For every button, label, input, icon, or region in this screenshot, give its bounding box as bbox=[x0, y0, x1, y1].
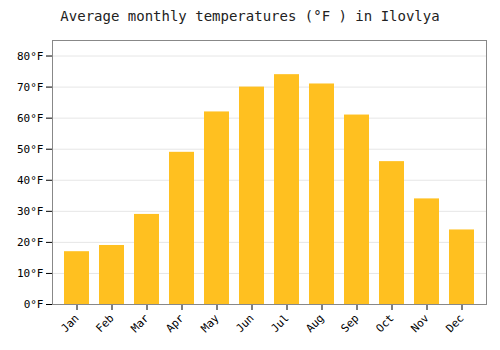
svg-text:Oct: Oct bbox=[373, 312, 396, 335]
svg-text:20°F: 20°F bbox=[17, 236, 44, 249]
svg-text:40°F: 40°F bbox=[17, 174, 44, 187]
svg-text:0°F: 0°F bbox=[24, 298, 44, 311]
svg-text:70°F: 70°F bbox=[17, 81, 44, 94]
svg-text:10°F: 10°F bbox=[17, 267, 44, 280]
svg-text:Jun: Jun bbox=[233, 312, 256, 335]
svg-text:May: May bbox=[198, 311, 222, 335]
svg-text:Jan: Jan bbox=[58, 312, 81, 335]
svg-text:Sep: Sep bbox=[338, 312, 361, 335]
svg-text:Dec: Dec bbox=[443, 312, 466, 335]
html-text:Average monthly temperatures (: Average monthly temperatures (°F ) in Il… bbox=[60, 8, 440, 24]
svg-text:Jul: Jul bbox=[268, 312, 291, 335]
svg-text:60°F: 60°F bbox=[17, 112, 44, 125]
svg-text:Apr: Apr bbox=[163, 311, 187, 335]
svg-text:Aug: Aug bbox=[303, 312, 326, 335]
svg-text:Mar: Mar bbox=[128, 311, 152, 335]
svg-text:Nov: Nov bbox=[408, 311, 432, 335]
svg-text:80°F: 80°F bbox=[17, 50, 44, 63]
svg-text:50°F: 50°F bbox=[17, 143, 44, 156]
svg-text:Feb: Feb bbox=[93, 312, 116, 335]
svg-text:30°F: 30°F bbox=[17, 205, 44, 218]
